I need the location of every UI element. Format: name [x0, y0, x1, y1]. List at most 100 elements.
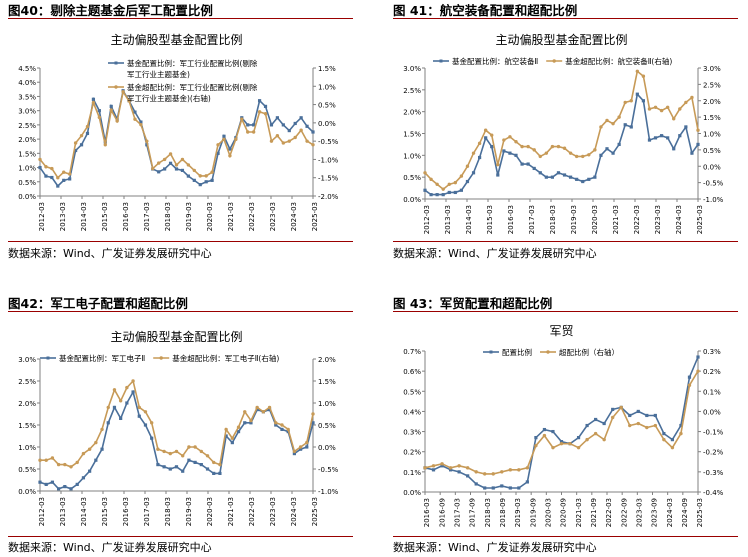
x-tick-label: 2025-03 [311, 202, 319, 231]
series-1-point [556, 144, 561, 149]
series-1-point [100, 427, 104, 432]
series-1-point [431, 464, 436, 468]
right-tick-label: 0.3% [703, 348, 721, 356]
chart-panel-military-trade: 图 43：军贸配置和超配比例 军贸 0.7% 0.6% 0.5% 0.4% 0.3% 0.2… [393, 293, 738, 557]
x-tick-label: 2018-03 [164, 497, 172, 526]
right-tick-label: -1.5% [318, 175, 339, 183]
series-0-point [576, 436, 581, 440]
series-0-point [246, 123, 250, 127]
series-0-point [526, 162, 530, 166]
series-1-point [249, 418, 253, 423]
right-tick-label: -0.5% [318, 466, 339, 474]
series-0-point [292, 452, 296, 456]
series-1-point [228, 154, 232, 158]
legend-label: 基金配置比例：军工行业配置比例(剔除 [127, 58, 258, 68]
series-0-point [441, 193, 445, 197]
series-1-point [441, 187, 445, 191]
legend-marker-1 [114, 85, 118, 89]
x-tick-label: 2024-09 [681, 498, 689, 527]
left-tick-label: 3.0% [18, 108, 36, 116]
x-tick-label: 2014-03 [80, 497, 88, 526]
series-0-point [508, 151, 512, 155]
series-1-point [103, 143, 107, 147]
legend-label: 基金超配比例：军工电子Ⅱ(右轴) [172, 353, 279, 363]
source-rule [393, 536, 738, 537]
series-1-point [562, 146, 567, 150]
source-rule [393, 241, 738, 242]
series-0-point [88, 469, 92, 473]
series-1-point [186, 163, 191, 167]
series-1-point [79, 133, 84, 138]
series-1-point [81, 451, 86, 456]
right-tick-label: 0.0% [318, 120, 336, 128]
left-tick-label: 0.7% [403, 348, 421, 356]
left-tick-label: 0.0% [403, 196, 421, 204]
series-1-point [267, 405, 272, 410]
series-1-point [491, 472, 495, 476]
series-1-point [679, 431, 683, 436]
series-1-point [287, 139, 291, 143]
series-1-point [684, 100, 688, 105]
series-0-point [666, 136, 670, 140]
series-0-point [81, 476, 86, 480]
series-1-point [483, 472, 487, 476]
series-1-point [205, 454, 210, 458]
series-1-point [534, 443, 538, 448]
series-1-point [162, 449, 166, 454]
x-tick-label: 2019-03 [185, 497, 193, 526]
right-tick-label: -1.0% [318, 488, 339, 496]
series-1-point [299, 128, 303, 132]
series-0-point [645, 413, 649, 418]
series-0-point [298, 447, 303, 451]
series-1-point [477, 141, 482, 146]
series-1-point [112, 388, 117, 392]
left-tick-label: 0.3% [403, 429, 421, 437]
series-0-point [617, 142, 621, 147]
series-1-point [286, 427, 290, 432]
x-tick-label: 2024-03 [675, 205, 683, 234]
series-0-point [91, 97, 96, 101]
x-tick-label: 2018-03 [164, 202, 172, 231]
series-1-point [457, 464, 461, 468]
x-tick-label: 2015-03 [486, 205, 494, 234]
series-0-point [198, 183, 202, 187]
line-chart: 军贸 0.7% 0.6% 0.5% 0.4% 0.3% 0.2% 0.1% 0.0% 0.3% 0.… [403, 324, 723, 527]
right-tick-label: 1.0% [318, 83, 336, 91]
series-1-point [216, 143, 220, 147]
x-tick-label: 2012-03 [423, 205, 431, 234]
series-0-point [551, 429, 555, 434]
series-1-point [647, 107, 652, 111]
x-tick-label: 2012-03 [38, 497, 46, 526]
series-1-point [659, 108, 664, 113]
series-0-point [696, 142, 700, 147]
series-1-point [298, 445, 303, 449]
series-0-point [112, 405, 117, 409]
chart-title: 军贸 [549, 324, 573, 338]
figure-title: 图 43：军贸配置和超配比例 [393, 296, 553, 311]
left-tick-label: 1.0% [403, 152, 421, 160]
series-0-point [448, 468, 453, 472]
series-0-point [520, 162, 524, 166]
x-tick-label: 2022-03 [605, 498, 613, 527]
series-0-point [514, 153, 518, 157]
series-0-point [559, 440, 564, 444]
x-tick-label: 2023-09 [651, 498, 659, 527]
source-note: 数据来源：Wind、广发证券发展研究中心 [393, 541, 597, 554]
series-0-point [252, 123, 256, 127]
left-tick-label: 1.5% [403, 131, 421, 139]
x-tick-label: 2021-03 [227, 497, 235, 526]
series-1-point [63, 462, 67, 467]
series-1-point [696, 369, 700, 373]
series-0-point [243, 421, 247, 425]
series-1-point [257, 110, 262, 114]
right-tick-label: 0.5% [318, 422, 336, 430]
series-1-point [653, 105, 658, 110]
series-0-point [186, 174, 190, 178]
series-1-point [263, 112, 268, 116]
series-0-point [641, 99, 645, 103]
right-tick-label: -1.0% [703, 196, 724, 204]
series-1-point [38, 458, 42, 462]
series-0-point [97, 109, 101, 113]
series-0-point [57, 487, 61, 491]
series-1-point [115, 119, 119, 123]
